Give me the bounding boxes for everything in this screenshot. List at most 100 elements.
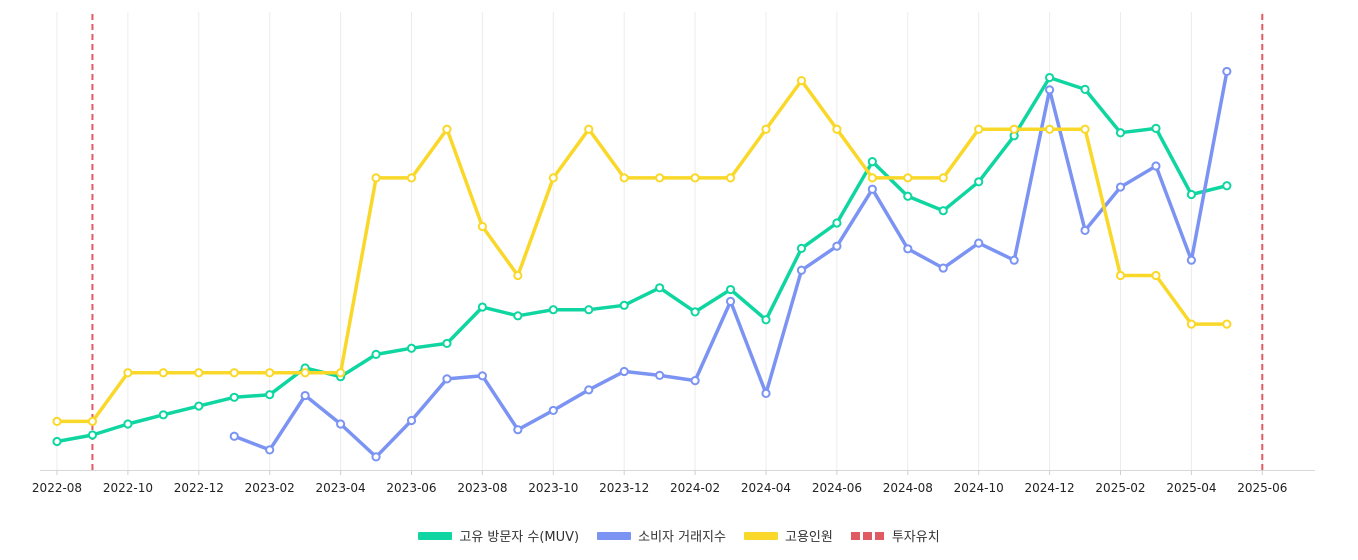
legend-label-muv: 고유 방문자 수(MUV) — [459, 530, 580, 545]
data-point — [796, 243, 807, 253]
x-tick-label: 2023-02 — [245, 481, 295, 495]
data-point — [584, 385, 594, 395]
x-tick-label: 2024-10 — [954, 481, 1004, 495]
x-tick-label: 2024-04 — [741, 481, 791, 495]
data-point — [1186, 189, 1197, 200]
data-point — [477, 371, 487, 381]
data-point — [938, 263, 948, 273]
x-tick-label: 2024-12 — [1025, 481, 1075, 495]
data-point — [52, 436, 62, 447]
data-point — [548, 173, 558, 183]
data-point — [619, 300, 629, 310]
data-point — [371, 349, 381, 359]
data-point — [123, 368, 133, 378]
data-point — [690, 173, 700, 183]
series-line — [55, 75, 1229, 444]
data-point — [265, 390, 275, 400]
data-point — [194, 401, 204, 411]
data-point — [87, 430, 98, 440]
data-point — [1080, 84, 1090, 94]
data-point — [725, 284, 736, 295]
data-point — [832, 124, 842, 134]
data-point — [229, 368, 239, 378]
data-point — [1009, 124, 1019, 134]
x-tick-label: 2024-02 — [670, 481, 720, 495]
legend-item-investment[interactable]: 투자유치 — [850, 526, 940, 545]
data-point — [867, 173, 877, 183]
x-tick-label: 2025-06 — [1237, 481, 1287, 495]
data-point — [1045, 85, 1055, 95]
data-point — [87, 416, 98, 426]
data-point — [832, 241, 842, 251]
data-point — [974, 177, 984, 187]
data-point — [406, 173, 417, 183]
data-point — [655, 283, 665, 293]
data-point — [584, 124, 594, 134]
data-point — [548, 305, 558, 315]
data-point — [690, 307, 700, 317]
data-point — [761, 388, 771, 398]
x-tick-label: 2023-08 — [457, 481, 507, 495]
legend-swatch-consumer-index — [597, 531, 632, 540]
data-point — [265, 368, 275, 378]
data-point — [1186, 319, 1197, 329]
data-point — [1222, 181, 1232, 191]
x-tick-label: 2023-04 — [316, 481, 366, 495]
legend-label-consumer-index: 소비자 거래지수 — [638, 530, 726, 545]
x-tick-label: 2022-10 — [103, 481, 153, 495]
data-point — [725, 173, 736, 183]
data-point — [867, 157, 877, 167]
data-point — [796, 265, 807, 275]
data-point — [513, 425, 523, 435]
data-point — [1009, 255, 1019, 265]
data-point — [265, 445, 275, 455]
data-point — [903, 173, 913, 183]
data-point — [300, 368, 310, 378]
data-point — [513, 311, 523, 321]
legend-label-employees: 고용인원 — [784, 530, 833, 545]
data-point — [690, 376, 700, 386]
data-point — [52, 416, 62, 426]
x-tick-label: 2023-06 — [386, 481, 436, 495]
x-tick-label: 2022-08 — [32, 481, 82, 495]
data-point — [903, 191, 913, 201]
data-point — [123, 419, 133, 429]
data-point — [1045, 72, 1055, 83]
legend-swatch-investment — [850, 531, 885, 540]
data-point — [1045, 124, 1055, 134]
data-point — [477, 302, 487, 312]
data-point — [584, 305, 594, 315]
data-point — [938, 173, 948, 183]
data-point — [867, 184, 877, 194]
data-point — [1115, 182, 1126, 192]
data-point — [229, 392, 239, 402]
legend-item-muv[interactable]: 고유 방문자 수(MUV) — [418, 526, 579, 545]
data-point — [336, 419, 346, 429]
data-point — [1151, 161, 1161, 171]
x-tick-label: 2024-06 — [812, 481, 862, 495]
data-point — [336, 368, 346, 378]
data-point — [1186, 255, 1197, 265]
x-tick-label: 2023-10 — [528, 481, 578, 495]
data-point — [619, 366, 629, 377]
data-point — [832, 218, 842, 228]
data-point — [655, 173, 665, 183]
legend-item-consumer-index[interactable]: 소비자 거래지수 — [597, 526, 726, 545]
data-point — [655, 370, 665, 380]
data-point — [548, 405, 558, 416]
data-point — [1115, 270, 1126, 281]
data-point — [761, 124, 771, 134]
x-tick-label: 2023-12 — [599, 481, 649, 495]
data-point — [1080, 225, 1090, 236]
data-point — [1222, 66, 1232, 77]
data-point — [442, 124, 452, 134]
data-point — [194, 368, 204, 378]
legend-item-employees[interactable]: 고용인원 — [743, 526, 833, 545]
vertical-grid — [56, 12, 1263, 470]
x-tick-label: 2025-02 — [1095, 481, 1145, 495]
data-point — [406, 415, 417, 426]
series-line — [55, 78, 1229, 424]
data-point — [477, 221, 487, 232]
data-point — [1115, 128, 1126, 138]
legend-label-investment: 투자유치 — [891, 530, 940, 545]
